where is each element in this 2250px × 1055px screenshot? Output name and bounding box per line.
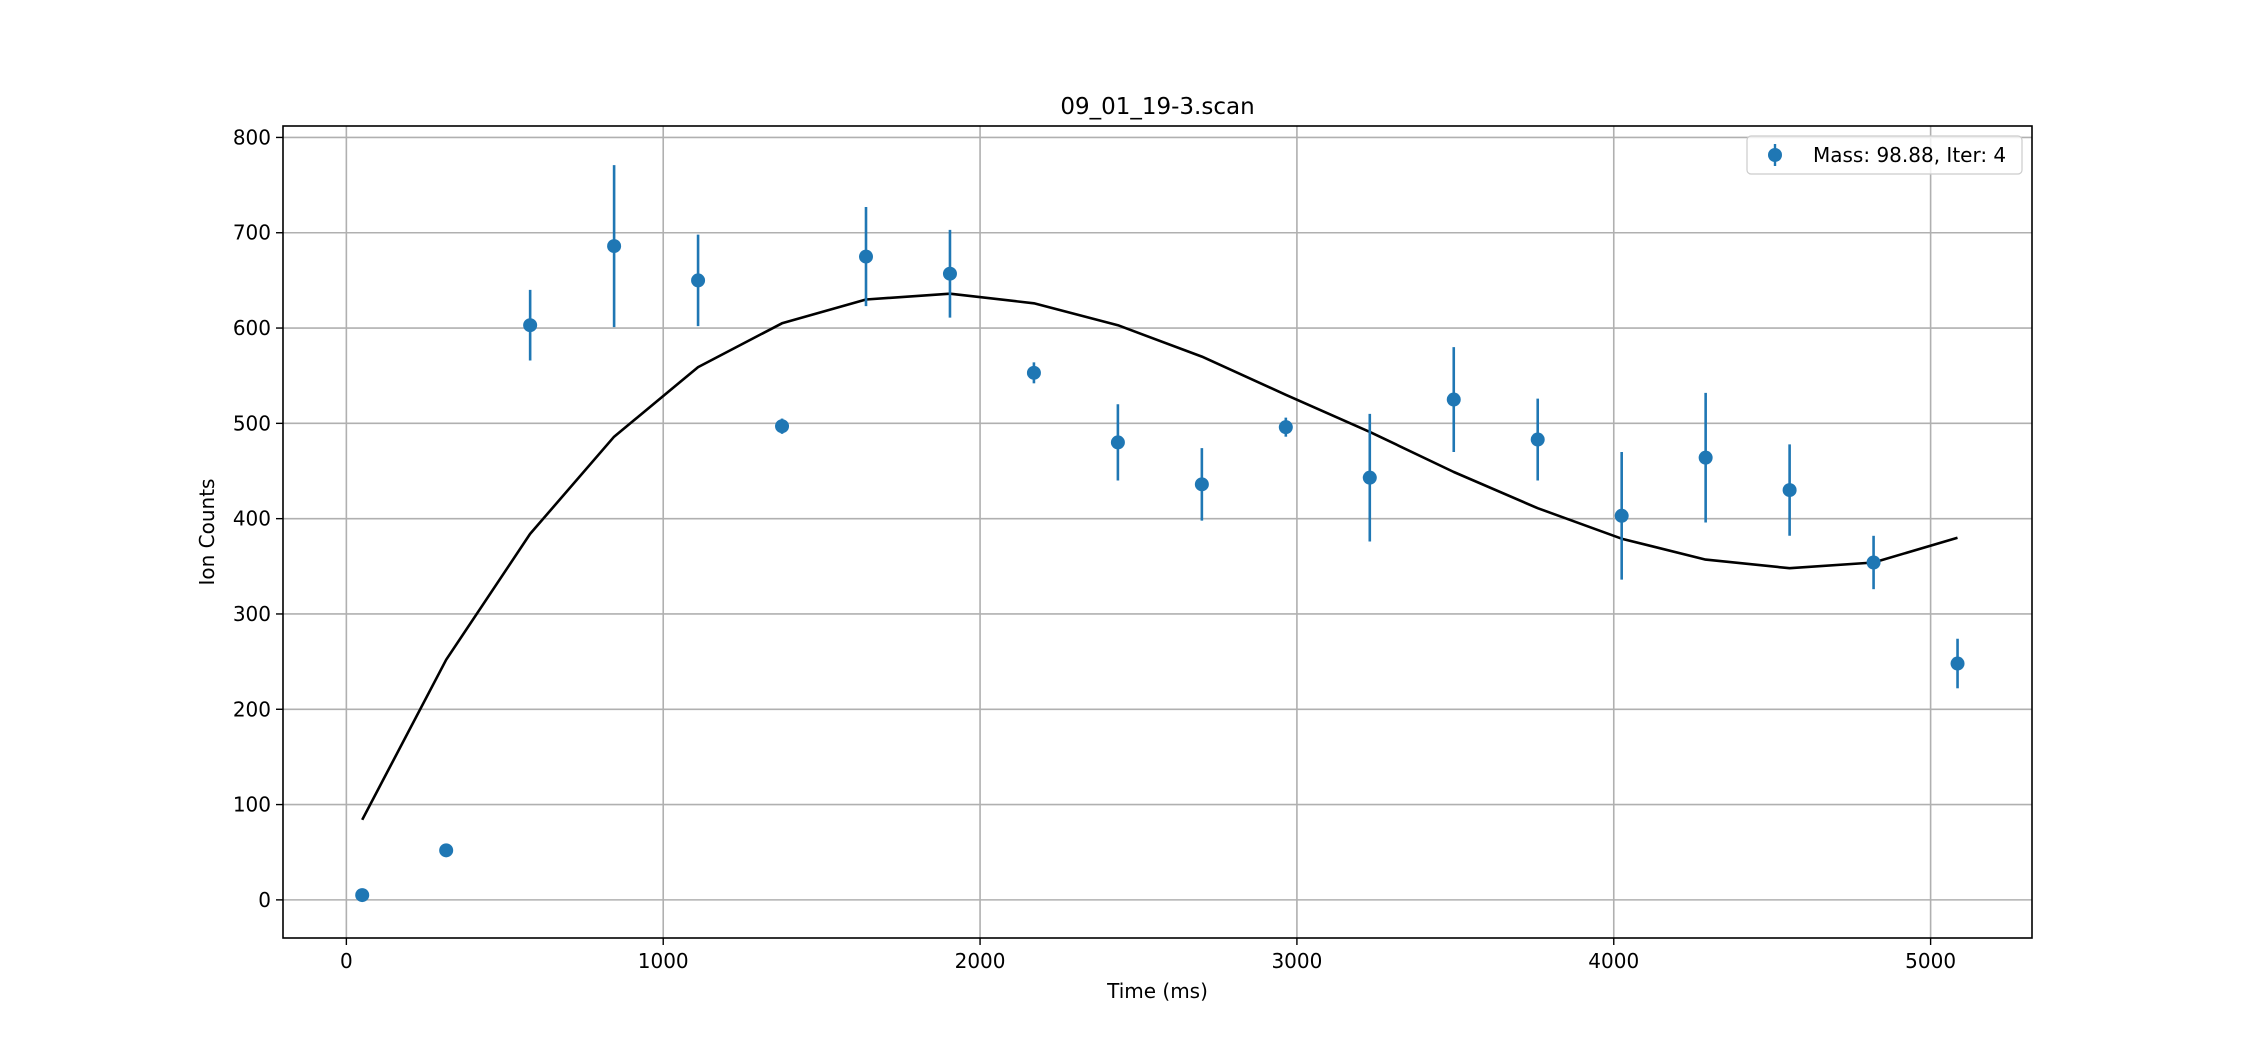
x-tick-label: 2000 [955,949,1006,973]
data-point [1447,393,1461,407]
data-point [1111,435,1125,449]
data-point [1951,657,1965,671]
data-point [1027,366,1041,380]
y-tick-label: 300 [233,602,271,626]
y-tick-label: 100 [233,793,271,817]
legend: Mass: 98.88, Iter: 4 [1747,136,2022,174]
y-tick-label: 600 [233,316,271,340]
grid-layer [283,126,2032,938]
data-point [1279,420,1293,434]
ticks-layer: 0 1000 2000 3000 4000 5000 0 100 200 300 400 500 600… [233,125,1956,973]
x-tick-label: 5000 [1905,949,1956,973]
y-tick-label: 500 [233,411,271,435]
data-point [439,843,453,857]
data-point [523,318,537,332]
data-point [1363,471,1377,485]
y-tick-label: 700 [233,221,271,245]
x-tick-label: 3000 [1271,949,1322,973]
data-point [1783,483,1797,497]
data-point [943,267,957,281]
y-tick-label: 200 [233,697,271,721]
legend-point-marker [1768,148,1782,162]
x-tick-label: 0 [340,949,353,973]
data-point [355,888,369,902]
data-point [775,419,789,433]
points-layer [355,165,1964,902]
data-point [1615,509,1629,523]
data-point [691,273,705,287]
x-tick-label: 1000 [638,949,689,973]
x-axis-label: Time (ms) [1106,979,1208,1003]
y-tick-label: 800 [233,125,271,149]
plot-frame [283,126,2032,938]
data-point [1699,451,1713,465]
y-tick-label: 0 [258,888,271,912]
data-point [1867,555,1881,569]
data-point [607,239,621,253]
data-point [1531,433,1545,447]
data-point [1195,477,1209,491]
legend-label: Mass: 98.88, Iter: 4 [1813,143,2006,167]
data-point [859,250,873,264]
y-axis-label: Ion Counts [195,479,219,586]
y-tick-label: 400 [233,507,271,531]
chart-title: 09_01_19-3.scan [1060,94,1254,120]
x-tick-label: 4000 [1588,949,1639,973]
fit-curve [362,294,1957,820]
fit-layer [362,294,1957,820]
